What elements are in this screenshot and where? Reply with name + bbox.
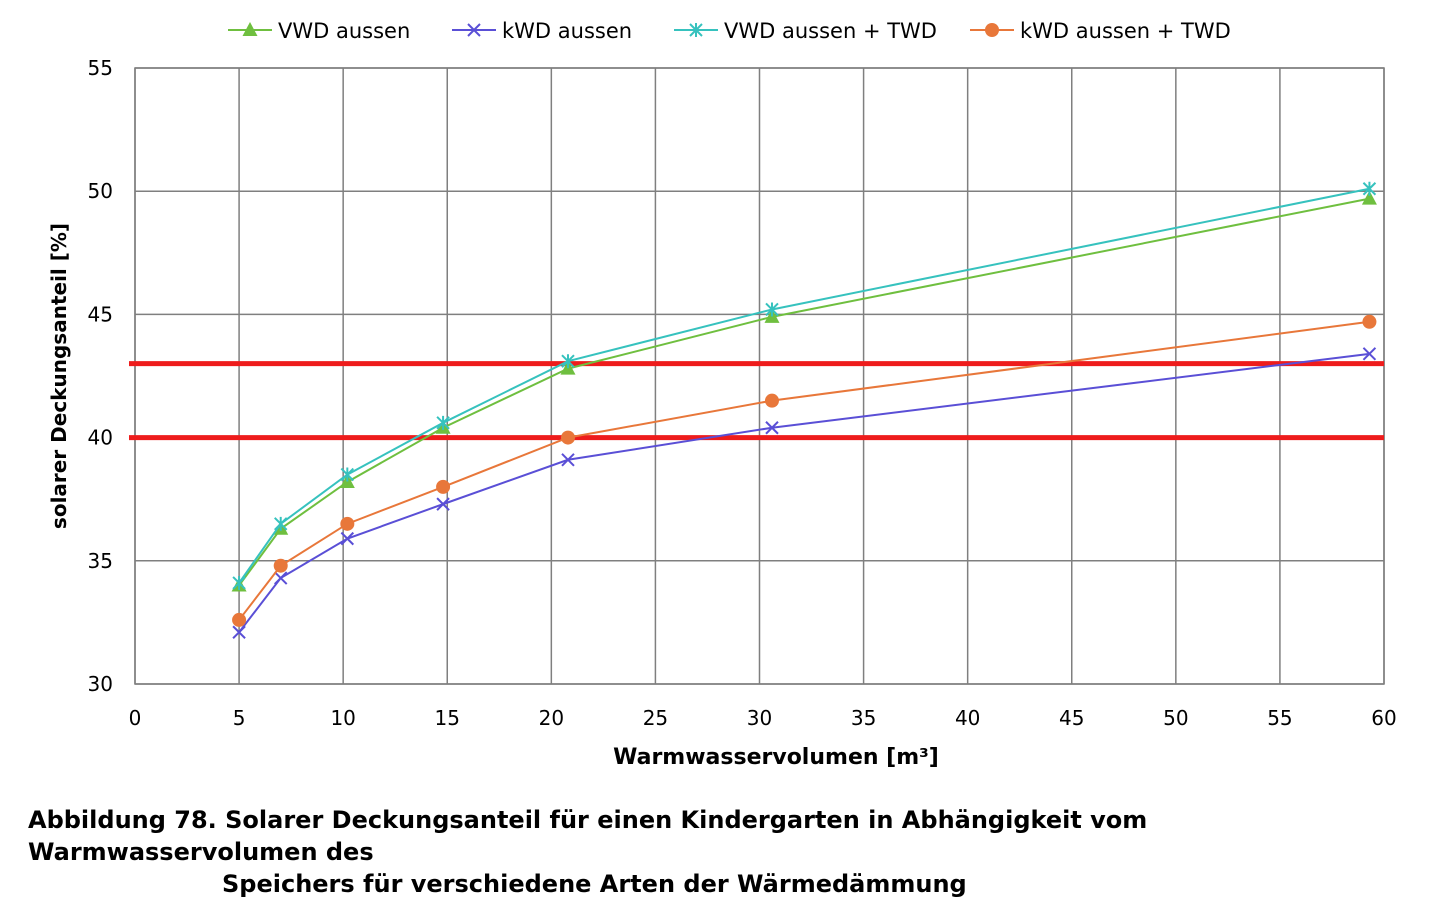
- y-tick-label: 35: [88, 549, 113, 573]
- x-tick-label: 55: [1267, 706, 1292, 730]
- legend: VWD aussen kWD aussen VWD aussen + TWD kWD …: [228, 19, 1231, 43]
- x-tick-label: 20: [539, 706, 564, 730]
- data-point: [232, 612, 247, 627]
- data-point: [340, 467, 355, 482]
- series-layer: [231, 181, 1377, 639]
- y-tick-label: 45: [88, 302, 113, 326]
- plot-frame: [134, 67, 1385, 685]
- data-point: [340, 516, 355, 531]
- x-tick-label: 50: [1163, 706, 1188, 730]
- legend-marker: [689, 23, 703, 37]
- series-line: [238, 197, 1370, 587]
- data-point: [232, 575, 246, 590]
- data-point: [765, 302, 779, 317]
- data-point: [1361, 190, 1377, 205]
- data-point: [436, 479, 451, 494]
- x-tick-label: 5: [233, 706, 246, 730]
- data-point: [1362, 314, 1377, 329]
- data-point: [1362, 181, 1377, 196]
- data-point: [560, 430, 575, 445]
- legend-marker: [467, 23, 481, 37]
- reference-lines: [129, 361, 1384, 441]
- data-point: [274, 516, 288, 531]
- data-point: [561, 453, 575, 467]
- y-tick-label: 55: [88, 56, 113, 80]
- caption-line-2: Speichers für verschiedene Arten der Wär…: [222, 870, 967, 898]
- legend-label: VWD aussen + TWD: [724, 19, 937, 43]
- x-tick-label: 0: [129, 706, 142, 730]
- legend-label: kWD aussen + TWD: [1020, 19, 1231, 43]
- series-line: [238, 320, 1370, 621]
- x-tick-label: 40: [955, 706, 980, 730]
- data-point: [561, 354, 575, 369]
- legend-marker: [242, 22, 258, 36]
- x-tick-label: 60: [1371, 706, 1396, 730]
- data-point: [765, 421, 779, 435]
- data-point: [232, 625, 246, 639]
- data-point: [273, 558, 288, 573]
- axes: 0 5 10 15 20 25 30 35 40 45 50 55 60 30 35 40 45 50 55: [88, 56, 1397, 730]
- data-point: [436, 415, 450, 430]
- y-tick-label: 30: [88, 672, 113, 696]
- chart: 0 5 10 15 20 25 30 35 40 45 50 55 60 30 35 40 45 50 55 VWD…: [47, 19, 1397, 770]
- series-line: [238, 187, 1370, 584]
- data-point: [274, 571, 288, 585]
- data-point: [340, 531, 355, 546]
- y-tick-label: 50: [88, 179, 113, 203]
- data-point: [436, 497, 450, 511]
- legend-label: kWD aussen: [502, 19, 632, 43]
- legend-marker: [985, 23, 999, 37]
- data-point: [1362, 347, 1377, 361]
- x-tick-label: 15: [435, 706, 460, 730]
- x-tick-label: 45: [1059, 706, 1084, 730]
- y-axis-label: solarer Deckungsanteil [%]: [47, 223, 71, 529]
- x-tick-label: 30: [747, 706, 772, 730]
- x-tick-label: 25: [643, 706, 668, 730]
- x-axis-label: Warmwasservolumen [m³]: [613, 745, 939, 770]
- legend-label: VWD aussen: [278, 19, 410, 43]
- x-tick-label: 10: [330, 706, 355, 730]
- data-point: [764, 393, 779, 408]
- grid: [134, 67, 1385, 685]
- caption-line-1: Abbildung 78. Solarer Deckungsanteil für…: [28, 806, 1148, 866]
- y-tick-label: 40: [88, 426, 113, 450]
- figure-caption: Abbildung 78. Solarer Deckungsanteil für…: [28, 804, 1428, 900]
- x-tick-label: 35: [851, 706, 876, 730]
